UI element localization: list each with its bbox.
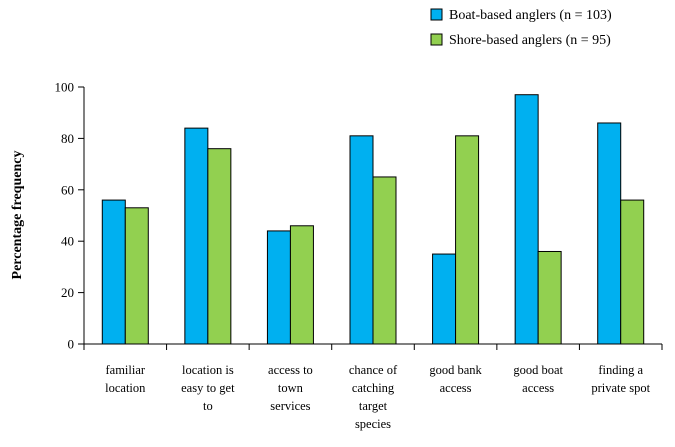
- y-tick-label-80: 80: [61, 131, 74, 146]
- bar-series2-cat2: [207, 148, 232, 345]
- bars: [101, 94, 645, 345]
- y-tick-label-100: 100: [55, 80, 75, 95]
- legend-label-1: Boat-based anglers (n = 103): [449, 8, 612, 23]
- x-category-label-7: finding a private spot: [591, 363, 650, 395]
- x-category-label-1: familiar location: [105, 363, 146, 395]
- bar-series2-cat3: [289, 225, 314, 345]
- bar-series1-cat1: [101, 199, 126, 345]
- x-category-label-5: good bank access: [429, 363, 482, 395]
- legend-label-2: Shore-based anglers (n = 95): [449, 33, 611, 48]
- bar-series1-cat6: [514, 94, 539, 345]
- x-category-label-2: location is easy to get to: [181, 363, 235, 413]
- legend: Boat-based anglers (n = 103) Shore-based …: [430, 8, 612, 48]
- x-category-label-6: good boat access: [513, 363, 563, 395]
- y-axis-ticks: 0 20 40 60 80 100: [55, 80, 84, 352]
- y-tick-label-0: 0: [68, 337, 75, 352]
- axes: [83, 87, 663, 350]
- bar-series2-cat4: [372, 176, 397, 345]
- bar-series1-cat3: [266, 230, 291, 345]
- bar-series2-cat1: [124, 207, 149, 345]
- y-tick-label-60: 60: [61, 182, 74, 197]
- y-tick-label-40: 40: [61, 234, 74, 249]
- bar-series2-cat5: [455, 135, 480, 345]
- bar-series2-cat6: [537, 250, 562, 345]
- y-tick-label-20: 20: [61, 285, 74, 300]
- y-axis-title: Percentage frequency: [10, 151, 25, 280]
- legend-swatch-2: [430, 33, 443, 46]
- bar-series1-cat5: [432, 253, 457, 345]
- x-category-label-4: chance of catching target species: [349, 363, 398, 431]
- x-axis-labels: familiar location location is easy to get to…: [105, 363, 650, 431]
- bar-series1-cat2: [184, 127, 209, 345]
- bar-series1-cat4: [349, 135, 374, 345]
- x-category-label-3: access to town services: [268, 363, 313, 413]
- legend-swatch-1: [430, 8, 443, 21]
- bar-series2-cat7: [620, 199, 645, 345]
- bar-series1-cat7: [597, 122, 622, 345]
